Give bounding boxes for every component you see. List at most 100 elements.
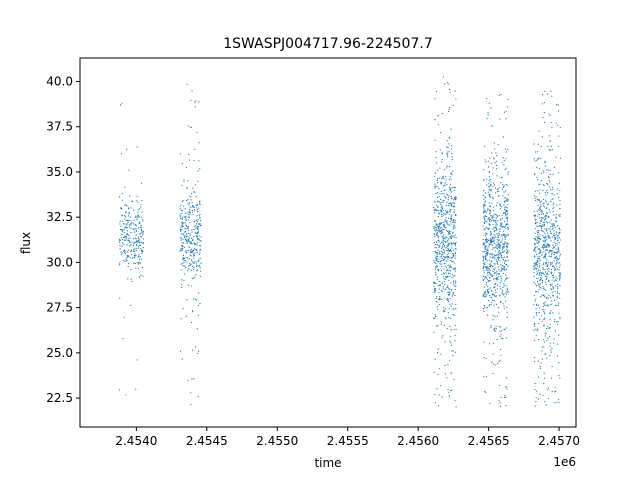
data-point [543, 372, 545, 374]
data-point [554, 268, 556, 270]
data-point [489, 270, 491, 272]
data-point [558, 251, 560, 253]
data-point [433, 260, 435, 262]
data-point [495, 213, 497, 216]
data-point [182, 238, 184, 241]
data-point [551, 390, 553, 392]
data-point [195, 227, 197, 230]
data-point [551, 250, 553, 252]
data-point [484, 278, 486, 280]
data-point [488, 288, 490, 290]
data-point [545, 283, 547, 285]
data-point [545, 254, 547, 256]
data-point [496, 241, 498, 243]
data-point [487, 112, 489, 114]
data-point [196, 215, 198, 217]
data-point [496, 189, 499, 191]
data-point [124, 251, 126, 253]
data-point [533, 316, 535, 318]
data-point [126, 256, 128, 259]
data-point [141, 253, 143, 255]
data-point [493, 293, 495, 295]
data-point [484, 201, 486, 203]
data-point [537, 291, 539, 293]
data-point [543, 213, 545, 215]
data-point [185, 240, 187, 242]
data-point [499, 222, 502, 224]
data-point [438, 246, 440, 249]
data-point [441, 112, 444, 115]
x-tick-label: 2.4570 [538, 434, 580, 448]
data-point [502, 289, 504, 291]
data-point [452, 292, 455, 294]
data-point [183, 181, 185, 183]
data-point [124, 186, 126, 188]
data-point [443, 324, 445, 326]
data-point [541, 209, 543, 212]
data-point [536, 265, 538, 267]
data-point [495, 272, 497, 274]
data-point [506, 247, 508, 249]
data-point [490, 215, 492, 217]
data-point [453, 269, 455, 271]
data-point [551, 347, 553, 349]
data-point [483, 286, 486, 288]
data-point [445, 275, 447, 277]
data-point [507, 199, 509, 201]
data-point [198, 292, 200, 294]
data-point [455, 308, 457, 310]
data-point [536, 268, 538, 270]
data-point [538, 274, 540, 276]
data-point [444, 278, 446, 280]
data-point [447, 388, 449, 391]
data-point [539, 307, 541, 309]
data-point [179, 153, 182, 155]
data-point [485, 293, 487, 296]
data-point [435, 301, 438, 303]
data-point [551, 236, 553, 238]
data-point [503, 283, 505, 285]
data-point [533, 329, 535, 331]
data-point [447, 248, 449, 250]
data-point [550, 121, 552, 124]
data-point [499, 405, 502, 407]
data-point [504, 234, 506, 236]
data-point [442, 240, 444, 242]
data-point [533, 210, 535, 213]
data-point [549, 312, 551, 314]
data-point [543, 221, 546, 224]
data-point [537, 151, 539, 153]
data-point [133, 243, 135, 245]
data-point [190, 321, 193, 324]
data-point [488, 188, 490, 190]
data-point [557, 104, 559, 106]
data-point [506, 199, 508, 201]
data-point [495, 283, 497, 285]
data-point [546, 93, 548, 95]
data-point [181, 237, 183, 239]
data-point [535, 307, 537, 310]
data-point [446, 254, 448, 256]
data-point [540, 225, 542, 227]
data-point [487, 252, 489, 254]
data-point [557, 259, 559, 261]
data-point [499, 243, 501, 245]
data-point [490, 233, 492, 235]
data-point [438, 201, 441, 203]
data-point [499, 326, 502, 328]
data-point [197, 314, 200, 316]
data-point [535, 235, 537, 238]
data-point [544, 191, 547, 193]
data-point [546, 304, 548, 306]
data-point [450, 282, 452, 284]
data-point [452, 355, 454, 357]
data-point [484, 219, 486, 221]
data-point [131, 221, 133, 224]
data-point [440, 190, 442, 192]
data-point [134, 228, 136, 230]
data-point [445, 153, 448, 155]
data-point [449, 390, 451, 392]
data-point [439, 250, 441, 252]
data-point [551, 253, 553, 255]
data-point [194, 191, 196, 193]
